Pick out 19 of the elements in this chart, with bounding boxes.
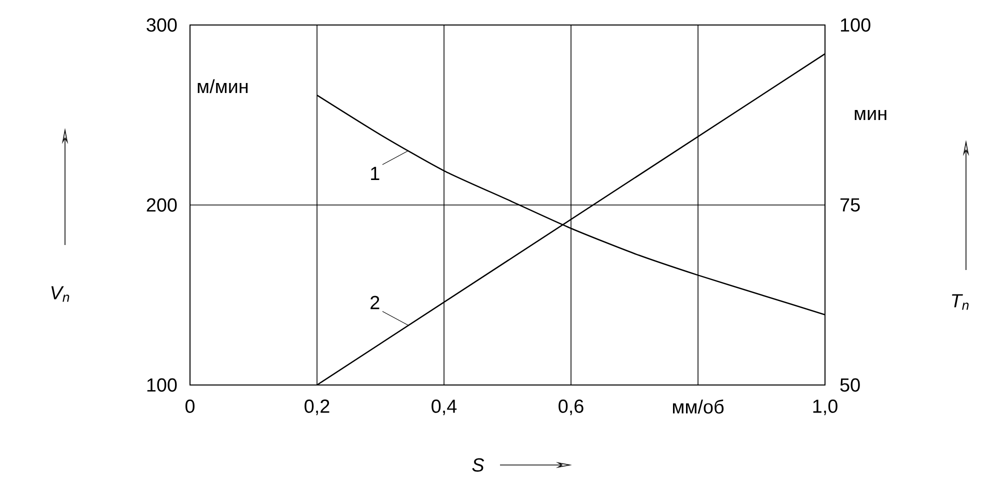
y-tick-label: 100 — [147, 378, 177, 392]
y2-tick-label: 75 — [840, 198, 860, 212]
x-tick-label: 1,0 — [813, 399, 838, 416]
series-label: 2 — [370, 296, 380, 310]
y-axis-title: V$_{n}$ — [51, 286, 70, 302]
x-axis-title: S — [472, 458, 484, 472]
annotation: м/мин — [198, 79, 248, 94]
x-tick-label: 0 — [185, 399, 195, 413]
x-tick-label: мм/об — [672, 400, 724, 414]
y2-axis-title: T$_{n}$ — [952, 294, 969, 310]
x-tick-label: 0,2 — [304, 399, 330, 416]
legend-label: 1 — [371, 166, 380, 180]
text: мин — [854, 110, 886, 120]
y2-tick-label: 50 — [840, 378, 860, 392]
y-tick-label: 300 — [146, 18, 177, 32]
x-tick-label: 0,6 — [558, 399, 584, 416]
y-tick-label: 200 — [146, 198, 177, 212]
y2-tick-label: 100 — [840, 18, 870, 32]
x-tick-label: 0,4 — [432, 399, 457, 416]
